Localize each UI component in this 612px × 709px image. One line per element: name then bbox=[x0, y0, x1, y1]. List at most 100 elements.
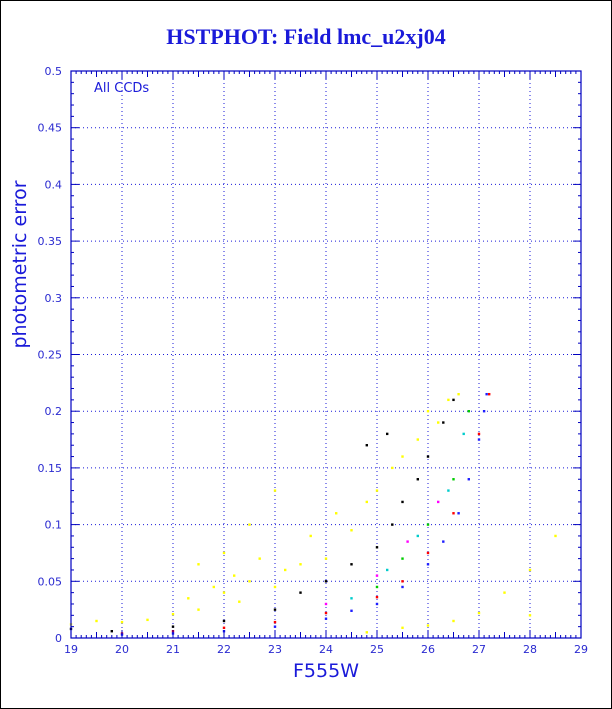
data-point bbox=[442, 540, 445, 543]
data-point bbox=[375, 595, 379, 599]
data-point bbox=[375, 585, 379, 589]
data-point bbox=[467, 410, 470, 413]
grid-lines bbox=[71, 71, 581, 638]
data-point bbox=[503, 591, 506, 594]
x-axis-label: F555W bbox=[293, 660, 359, 682]
data-point bbox=[350, 529, 353, 532]
y-axis-label: photometric error bbox=[9, 180, 31, 348]
data-point bbox=[401, 455, 404, 458]
data-point bbox=[350, 609, 353, 612]
data-point bbox=[299, 563, 302, 566]
y-tick-label: 0.05 bbox=[38, 575, 63, 588]
data-point bbox=[528, 614, 532, 617]
data-point bbox=[386, 432, 389, 436]
data-point bbox=[452, 398, 455, 402]
data-point bbox=[401, 580, 404, 583]
data-point bbox=[452, 512, 455, 515]
data-point bbox=[447, 489, 450, 492]
data-point bbox=[375, 489, 379, 492]
data-point bbox=[222, 591, 226, 594]
y-tick-label: 0 bbox=[55, 632, 62, 645]
data-point bbox=[391, 466, 394, 470]
data-point bbox=[386, 568, 389, 572]
y-tick-label: 0.45 bbox=[38, 122, 63, 135]
y-tick-label: 0.25 bbox=[38, 349, 63, 362]
data-point bbox=[482, 410, 486, 413]
data-point bbox=[426, 624, 430, 627]
data-point bbox=[401, 500, 404, 504]
y-tick-label: 0.5 bbox=[45, 65, 63, 78]
data-point bbox=[324, 617, 328, 620]
data-point bbox=[222, 619, 226, 623]
data-point bbox=[437, 421, 440, 424]
data-point bbox=[426, 563, 430, 566]
data-point bbox=[457, 392, 460, 396]
data-point bbox=[467, 478, 470, 481]
y-tick-label: 0.2 bbox=[45, 405, 63, 418]
y-tick-label: 0.4 bbox=[45, 178, 63, 191]
data-point bbox=[299, 591, 302, 594]
data-point bbox=[442, 421, 445, 424]
data-point bbox=[273, 608, 277, 611]
data-point bbox=[447, 398, 450, 402]
data-point bbox=[258, 557, 261, 560]
data-point bbox=[401, 626, 404, 629]
axis-ticks: 19 20 21 22 23 24 25 26 27 28 29 0 0.05 0.1 0.15 0.2 0.2… bbox=[38, 65, 589, 656]
data-point bbox=[452, 478, 455, 481]
data-point bbox=[528, 568, 532, 572]
data-point bbox=[212, 585, 215, 589]
data-point bbox=[401, 557, 404, 560]
x-tick-label: 26 bbox=[421, 643, 435, 656]
x-tick-label: 29 bbox=[574, 643, 588, 656]
x-tick-label: 20 bbox=[115, 643, 129, 656]
x-tick-label: 23 bbox=[268, 643, 282, 656]
x-tick-label: 27 bbox=[472, 643, 486, 656]
data-point bbox=[197, 608, 200, 611]
data-point bbox=[324, 557, 328, 560]
data-point bbox=[187, 597, 190, 600]
data-point bbox=[416, 478, 419, 481]
data-point bbox=[365, 631, 368, 634]
data-point bbox=[197, 563, 200, 566]
x-tick-label: 19 bbox=[64, 643, 78, 656]
data-point bbox=[95, 619, 98, 623]
y-tick-label: 0.35 bbox=[38, 235, 63, 248]
data-point bbox=[477, 438, 481, 441]
data-point bbox=[222, 551, 226, 555]
x-tick-label: 25 bbox=[370, 643, 384, 656]
y-tick-label: 0.3 bbox=[45, 292, 63, 305]
data-point bbox=[222, 626, 226, 629]
data-point bbox=[485, 392, 488, 396]
data-point bbox=[477, 611, 481, 615]
data-point bbox=[238, 600, 241, 603]
data-point bbox=[273, 585, 277, 589]
data-point bbox=[309, 534, 312, 538]
data-point bbox=[426, 410, 430, 413]
data-point bbox=[477, 432, 481, 436]
data-point bbox=[233, 574, 236, 577]
data-point bbox=[365, 444, 368, 447]
data-point bbox=[426, 523, 430, 526]
data-point bbox=[452, 619, 455, 623]
x-tick-label: 24 bbox=[319, 643, 333, 656]
y-tick-label: 0.15 bbox=[38, 462, 63, 475]
x-tick-label: 22 bbox=[217, 643, 231, 656]
data-point bbox=[273, 620, 277, 624]
data-point bbox=[324, 580, 328, 583]
data-point bbox=[426, 455, 430, 458]
data-point bbox=[120, 620, 124, 624]
data-point bbox=[426, 551, 430, 555]
data-point bbox=[391, 523, 394, 526]
data-point bbox=[284, 568, 287, 572]
data-point bbox=[375, 574, 379, 577]
data-point bbox=[324, 611, 328, 615]
x-tick-label: 21 bbox=[166, 643, 180, 656]
data-points bbox=[69, 392, 557, 636]
data-point bbox=[273, 625, 277, 628]
data-point bbox=[406, 540, 409, 543]
data-point bbox=[171, 625, 175, 628]
data-point bbox=[488, 392, 491, 396]
data-point bbox=[350, 597, 353, 600]
data-point bbox=[375, 546, 379, 549]
